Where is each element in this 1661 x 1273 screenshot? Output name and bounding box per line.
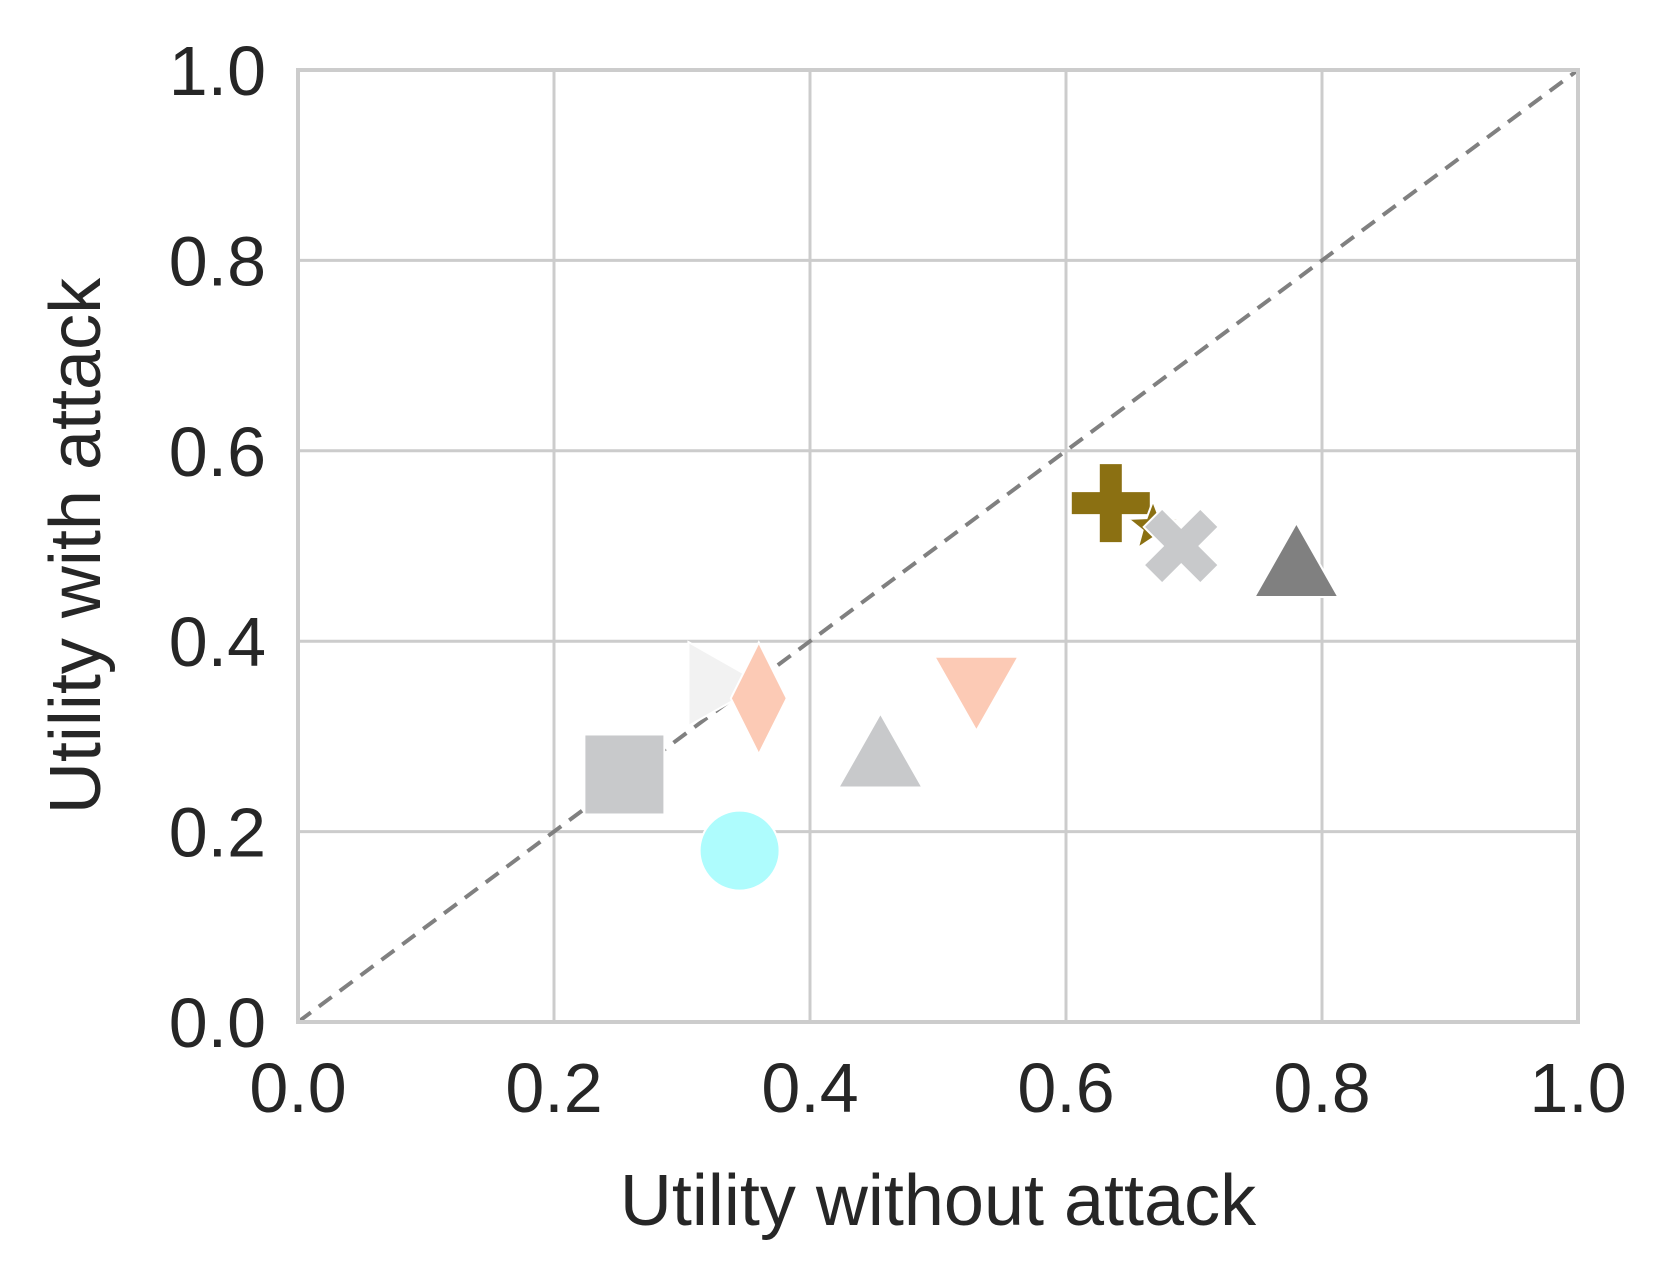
data-point-diamond [729,640,788,757]
y-tick-label: 1.0 [169,32,266,110]
data-point-triangle-up [1252,521,1341,599]
y-tick-label: 0.6 [169,413,266,491]
data-point-plus [1069,462,1152,545]
y-tick-label: 0.2 [169,794,266,872]
y-tick-label: 0.4 [169,603,266,681]
data-point-triangle-up [836,711,925,789]
x-tick-label: 0.4 [761,1049,858,1127]
data-point-triangle-down [932,655,1021,733]
data-point-x [1142,507,1221,585]
x-tick-label: 0.8 [1273,1049,1370,1127]
x-tick-label: 0.2 [505,1049,602,1127]
data-points [583,462,1341,892]
plot-frame [296,68,1580,1024]
data-point-circle [698,809,781,892]
x-tick-label: 0.6 [1017,1049,1114,1127]
y-axis-ticks: 0.0 0.2 0.4 0.6 0.8 1.0 [169,32,266,1062]
x-axis-ticks: 0.0 0.2 0.4 0.6 0.8 1.0 [249,1049,1626,1127]
data-point-square [583,733,666,816]
x-tick-label: 0.0 [249,1049,346,1127]
y-tick-label: 0.0 [169,984,266,1062]
data-point-triangle-right [687,640,765,728]
y-tick-label: 0.8 [169,222,266,300]
x-tick-label: 1.0 [1529,1049,1626,1127]
identity-reference-line [296,68,1580,1024]
x-axis-label: Utility without attack [620,1161,1257,1241]
y-axis-label: Utility with attack [36,277,116,814]
